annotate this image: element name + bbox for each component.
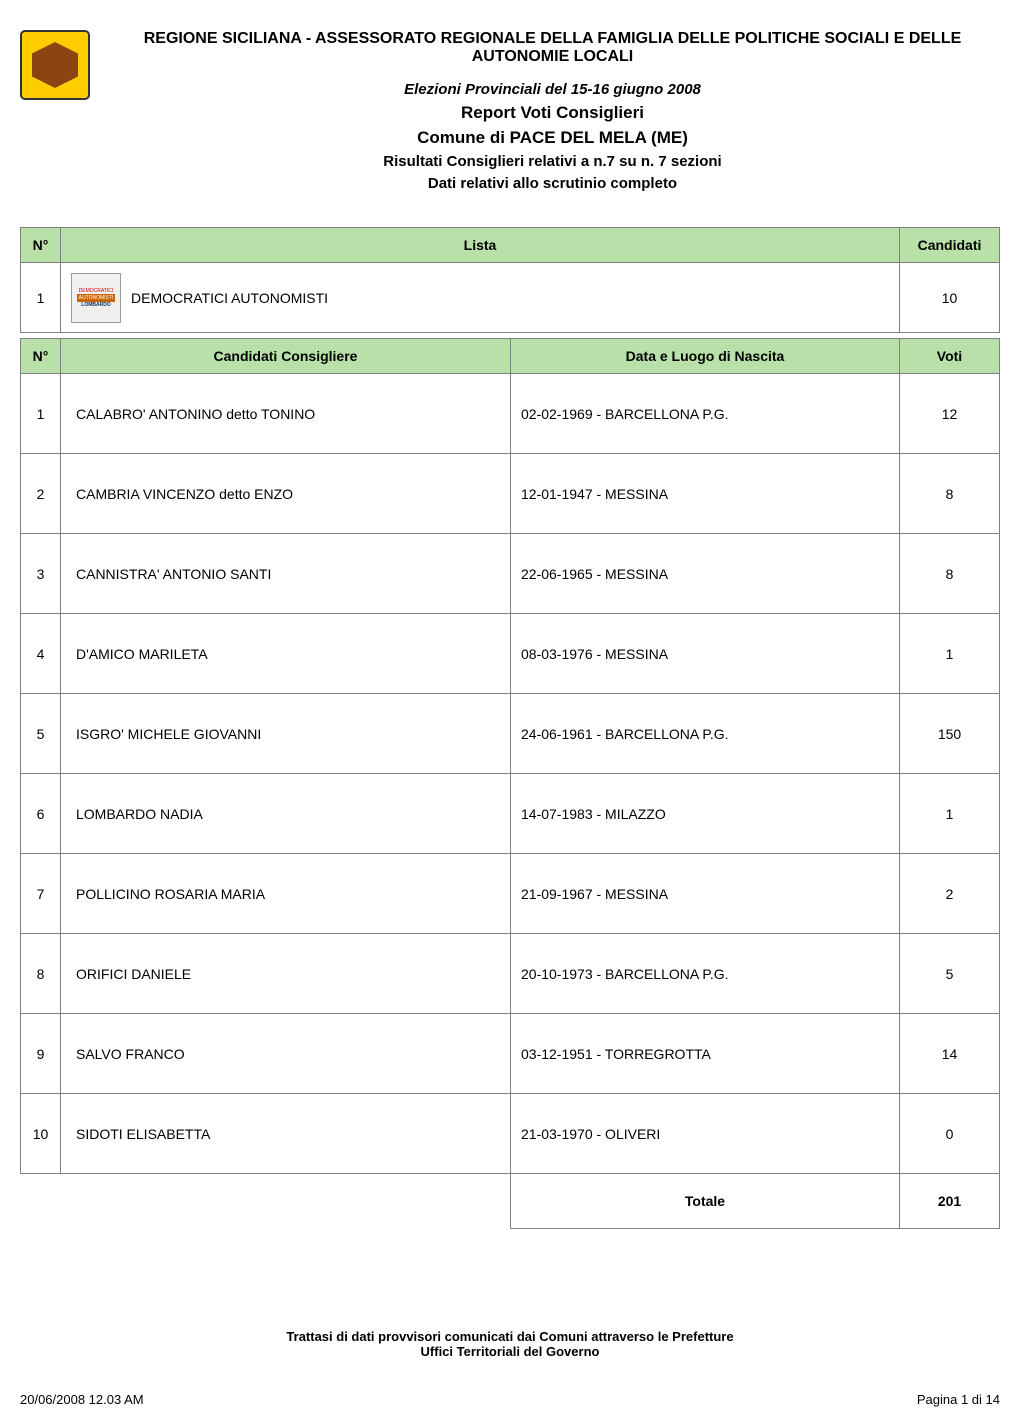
table-row: 6LOMBARDO NADIA14-07-1983 - MILAZZO1 [21,774,1000,854]
region-logo [20,30,90,100]
row-birth: 02-02-1969 - BARCELLONA P.G. [511,374,900,454]
row-name: SALVO FRANCO [61,1014,511,1094]
row-birth: 24-06-1961 - BARCELLONA P.G. [511,694,900,774]
row-name: CANNISTRA' ANTONIO SANTI [61,534,511,614]
total-row: Totale201 [21,1174,1000,1229]
cand-header-name: Candidati Consigliere [61,339,511,374]
row-voti: 2 [900,854,1000,934]
row-num: 5 [21,694,61,774]
row-name: ISGRO' MICHELE GIOVANNI [61,694,511,774]
timestamp: 20/06/2008 12.03 AM [20,1392,144,1407]
row-num: 1 [21,374,61,454]
lista-num: 1 [21,263,61,333]
total-label: Totale [511,1174,900,1229]
table-row: 4D'AMICO MARILETA08-03-1976 - MESSINA1 [21,614,1000,694]
row-voti: 150 [900,694,1000,774]
lista-name: DEMOCRATICI AUTONOMISTI [131,290,328,306]
row-birth: 12-01-1947 - MESSINA [511,454,900,534]
results-info: Risultati Consiglieri relativi a n.7 su … [105,153,1000,170]
row-num: 7 [21,854,61,934]
lista-icon: DEMOCRATICI AUTONOMISTI LOMBARDO [71,273,121,323]
org-title: REGIONE SICILIANA - ASSESSORATO REGIONAL… [105,30,1000,66]
row-birth: 03-12-1951 - TORREGROTTA [511,1014,900,1094]
lista-name-cell: DEMOCRATICI AUTONOMISTI LOMBARDO DEMOCRA… [61,263,900,333]
lista-table: N° Lista Candidati 1 DEMOCRATICI AUTONOM… [20,227,1000,333]
row-birth: 20-10-1973 - BARCELLONA P.G. [511,934,900,1014]
lista-count: 10 [900,263,1000,333]
row-name: CAMBRIA VINCENZO detto ENZO [61,454,511,534]
header-candidati: Candidati [900,228,1000,263]
row-voti: 12 [900,374,1000,454]
row-name: D'AMICO MARILETA [61,614,511,694]
row-voti: 5 [900,934,1000,1014]
bottom-bar: 20/06/2008 12.03 AM Pagina 1 di 14 [20,1392,1000,1407]
row-name: LOMBARDO NADIA [61,774,511,854]
row-birth: 22-06-1965 - MESSINA [511,534,900,614]
footer-note-line1: Trattasi di dati provvisori comunicati d… [20,1329,1000,1344]
row-num: 6 [21,774,61,854]
table-row: 8ORIFICI DANIELE20-10-1973 - BARCELLONA … [21,934,1000,1014]
data-info: Dati relativi allo scrutinio completo [105,175,1000,192]
row-voti: 1 [900,614,1000,694]
lista-row: 1 DEMOCRATICI AUTONOMISTI LOMBARDO DEMOC… [21,263,1000,333]
cand-header-birth: Data e Luogo di Nascita [511,339,900,374]
header-n: N° [21,228,61,263]
row-voti: 8 [900,454,1000,534]
table-row: 10SIDOTI ELISABETTA21-03-1970 - OLIVERI0 [21,1094,1000,1174]
row-voti: 0 [900,1094,1000,1174]
row-name: POLLICINO ROSARIA MARIA [61,854,511,934]
row-num: 10 [21,1094,61,1174]
row-birth: 21-03-1970 - OLIVERI [511,1094,900,1174]
page-info: Pagina 1 di 14 [917,1392,1000,1407]
row-num: 4 [21,614,61,694]
row-name: SIDOTI ELISABETTA [61,1094,511,1174]
row-name: CALABRO' ANTONINO detto TONINO [61,374,511,454]
table-row: 1CALABRO' ANTONINO detto TONINO02-02-196… [21,374,1000,454]
row-num: 8 [21,934,61,1014]
header-lista: Lista [61,228,900,263]
footer-note-line2: Uffici Territoriali del Governo [20,1344,1000,1359]
header-text: REGIONE SICILIANA - ASSESSORATO REGIONAL… [105,30,1000,212]
table-row: 7POLLICINO ROSARIA MARIA21-09-1967 - MES… [21,854,1000,934]
table-row: 5ISGRO' MICHELE GIOVANNI24-06-1961 - BAR… [21,694,1000,774]
candidati-table: N° Candidati Consigliere Data e Luogo di… [20,338,1000,1229]
total-empty [21,1174,511,1229]
comune-title: Comune di PACE DEL MELA (ME) [105,128,1000,148]
row-voti: 1 [900,774,1000,854]
table-row: 9SALVO FRANCO03-12-1951 - TORREGROTTA14 [21,1014,1000,1094]
row-num: 2 [21,454,61,534]
row-name: ORIFICI DANIELE [61,934,511,1014]
report-title: Report Voti Consiglieri [105,103,1000,123]
row-birth: 14-07-1983 - MILAZZO [511,774,900,854]
row-num: 9 [21,1014,61,1094]
cand-header-n: N° [21,339,61,374]
row-birth: 08-03-1976 - MESSINA [511,614,900,694]
footer-note: Trattasi di dati provvisori comunicati d… [20,1329,1000,1359]
election-title: Elezioni Provinciali del 15-16 giugno 20… [105,81,1000,98]
row-voti: 14 [900,1014,1000,1094]
row-voti: 8 [900,534,1000,614]
table-row: 2CAMBRIA VINCENZO detto ENZO12-01-1947 -… [21,454,1000,534]
total-value: 201 [900,1174,1000,1229]
row-birth: 21-09-1967 - MESSINA [511,854,900,934]
header: REGIONE SICILIANA - ASSESSORATO REGIONAL… [20,30,1000,212]
row-num: 3 [21,534,61,614]
cand-header-voti: Voti [900,339,1000,374]
table-row: 3CANNISTRA' ANTONIO SANTI22-06-1965 - ME… [21,534,1000,614]
